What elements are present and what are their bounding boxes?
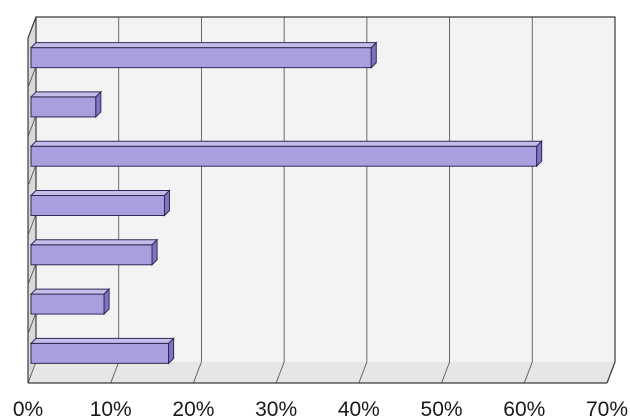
bar-top-3 (29, 140, 543, 147)
x-tick-label-1: 10% (90, 398, 132, 420)
floor-gridline-2 (193, 361, 202, 384)
category-divider-2 (27, 115, 37, 137)
bar-front-7 (30, 342, 170, 364)
category-divider-4 (27, 213, 37, 236)
x-tick-label-2: 20% (172, 398, 214, 420)
bar-top-7 (29, 337, 175, 344)
bar-6 (29, 287, 111, 316)
bar-front-3 (30, 145, 538, 167)
chart-floor (28, 362, 615, 383)
floor-gridline-3 (275, 361, 285, 384)
bar-3 (29, 140, 543, 168)
x-axis-ticks: 0% 10% 20% 30% 40% 50% 60% 70% (13, 398, 628, 420)
bar-top-4 (29, 190, 171, 196)
bar-top-2 (29, 91, 103, 98)
x-tick-label-3: 30% (255, 398, 297, 420)
bar-1 (29, 41, 378, 69)
bar-front-5 (30, 244, 153, 266)
bars (29, 41, 543, 365)
chart-frame (27, 16, 616, 384)
bar-top-5 (29, 239, 159, 246)
bar-end-6 (103, 287, 110, 316)
floor-gridline-0 (27, 361, 37, 384)
bar-end-3 (536, 140, 543, 168)
bar-top-1 (29, 42, 378, 49)
x-tick-label-4: 40% (338, 398, 380, 420)
bar-end-4 (163, 189, 170, 217)
back-frame (35, 16, 616, 362)
bar-front-6 (30, 293, 105, 315)
chart-back-wall (36, 17, 615, 362)
bar-5 (29, 238, 159, 266)
bar-top-6 (29, 288, 111, 295)
bar-front-4 (30, 195, 165, 216)
floor-gridline-6 (523, 361, 533, 384)
x-tick-label-0: 0% (13, 398, 43, 420)
right-depth-edge (606, 361, 616, 384)
bar-end-1 (370, 41, 377, 69)
category-divider-3 (27, 164, 37, 187)
x-tick-label-5: 50% (421, 398, 463, 420)
category-divider-6 (27, 312, 37, 334)
floor-gridline-4 (358, 361, 368, 384)
category-divider-1 (27, 66, 37, 88)
bar-2 (29, 90, 103, 119)
bar-end-2 (95, 90, 102, 119)
bar-front-1 (30, 47, 372, 69)
bar-front-2 (30, 96, 97, 118)
top-depth-edge (27, 16, 37, 39)
floor-gridline-1 (110, 361, 120, 384)
x-tick-label-7: 70% (586, 398, 628, 420)
bar-end-7 (168, 337, 175, 365)
bar-4 (29, 189, 171, 217)
bar-7 (29, 337, 175, 365)
floor-gridline-5 (441, 361, 450, 384)
category-divider-5 (27, 263, 37, 285)
bar-end-5 (151, 238, 158, 266)
x-tick-label-6: 60% (503, 398, 545, 420)
